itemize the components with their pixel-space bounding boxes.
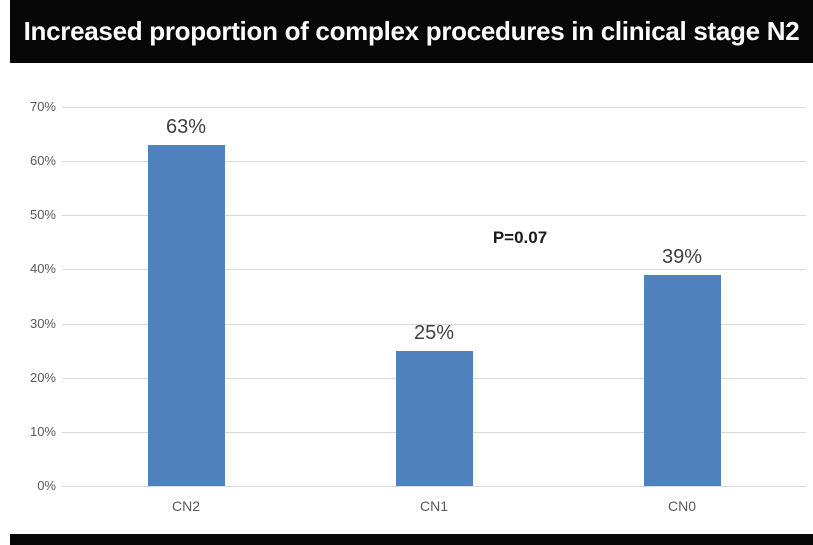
gridline	[62, 161, 806, 163]
bar-cn0	[643, 274, 721, 486]
gridline	[62, 215, 806, 217]
x-axis-category-label: CN0	[667, 498, 696, 514]
y-axis-tick-label: 70%	[29, 99, 56, 114]
y-axis-tick-label: 0%	[37, 478, 56, 493]
y-axis-tick-label: 60%	[29, 153, 56, 169]
bar-cn2	[147, 144, 225, 486]
gridline	[62, 323, 806, 325]
bar-value-label: 63%	[165, 115, 207, 138]
bar-cn1	[395, 350, 473, 486]
y-axis-tick-label: 20%	[29, 369, 56, 385]
bar-chart: 0% 10% 20% 30% 40% 50% 60% 70% 63% CN2 25% CN1 39% CN…	[0, 63, 813, 534]
bar-value-label: 25%	[413, 321, 455, 344]
y-axis-tick-label: 40%	[29, 261, 56, 277]
page-title: Increased proportion of complex procedur…	[23, 16, 800, 46]
p-value-annotation: P=0.07	[492, 228, 548, 247]
x-axis-category-label: CN2	[171, 498, 200, 514]
y-axis-tick-label: 10%	[29, 423, 56, 439]
gridline	[62, 486, 806, 487]
footer-bar	[10, 534, 813, 545]
y-axis-tick-label: 50%	[29, 207, 56, 223]
gridline	[62, 269, 806, 271]
title-banner: Increased proportion of complex procedur…	[10, 0, 813, 63]
bar-value-label: 39%	[661, 245, 703, 268]
x-axis-category-label: CN1	[419, 498, 448, 514]
gridline	[62, 107, 806, 108]
y-axis-tick-label: 30%	[29, 315, 56, 331]
